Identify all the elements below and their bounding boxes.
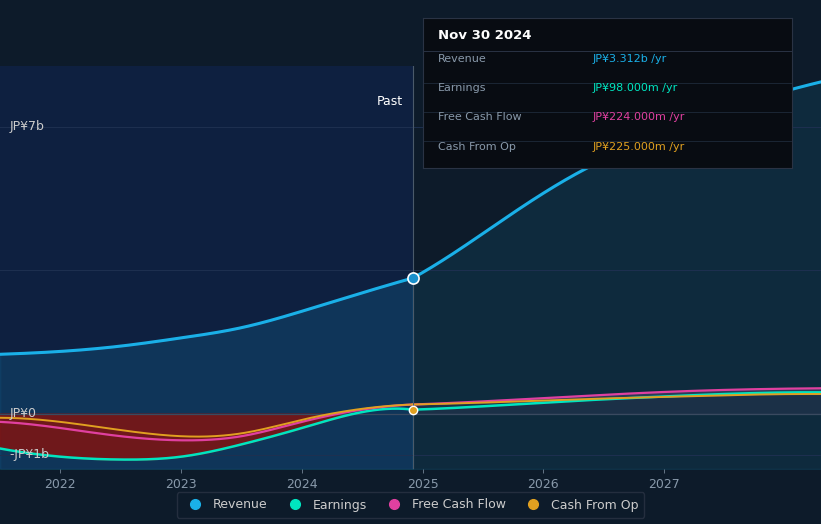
Text: JP¥0: JP¥0 [10,407,37,420]
Text: Analysts Forecasts: Analysts Forecasts [428,95,544,108]
Text: Past: Past [377,95,403,108]
Text: JP¥7b: JP¥7b [10,121,44,134]
Text: JP¥225.000m /yr: JP¥225.000m /yr [593,141,685,151]
Bar [0,66,413,469]
Text: JP¥98.000m /yr: JP¥98.000m /yr [593,83,678,93]
Text: -JP¥1b: -JP¥1b [10,448,49,461]
Text: JP¥224.000m /yr: JP¥224.000m /yr [593,113,686,123]
Text: Nov 30 2024: Nov 30 2024 [438,29,531,42]
Text: Cash From Op: Cash From Op [438,141,516,151]
Text: Free Cash Flow: Free Cash Flow [438,113,521,123]
Text: Earnings: Earnings [438,83,486,93]
Text: JP¥3.312b /yr: JP¥3.312b /yr [593,54,667,64]
Text: Revenue: Revenue [438,54,486,64]
Legend: Revenue, Earnings, Free Cash Flow, Cash From Op: Revenue, Earnings, Free Cash Flow, Cash … [177,492,644,518]
